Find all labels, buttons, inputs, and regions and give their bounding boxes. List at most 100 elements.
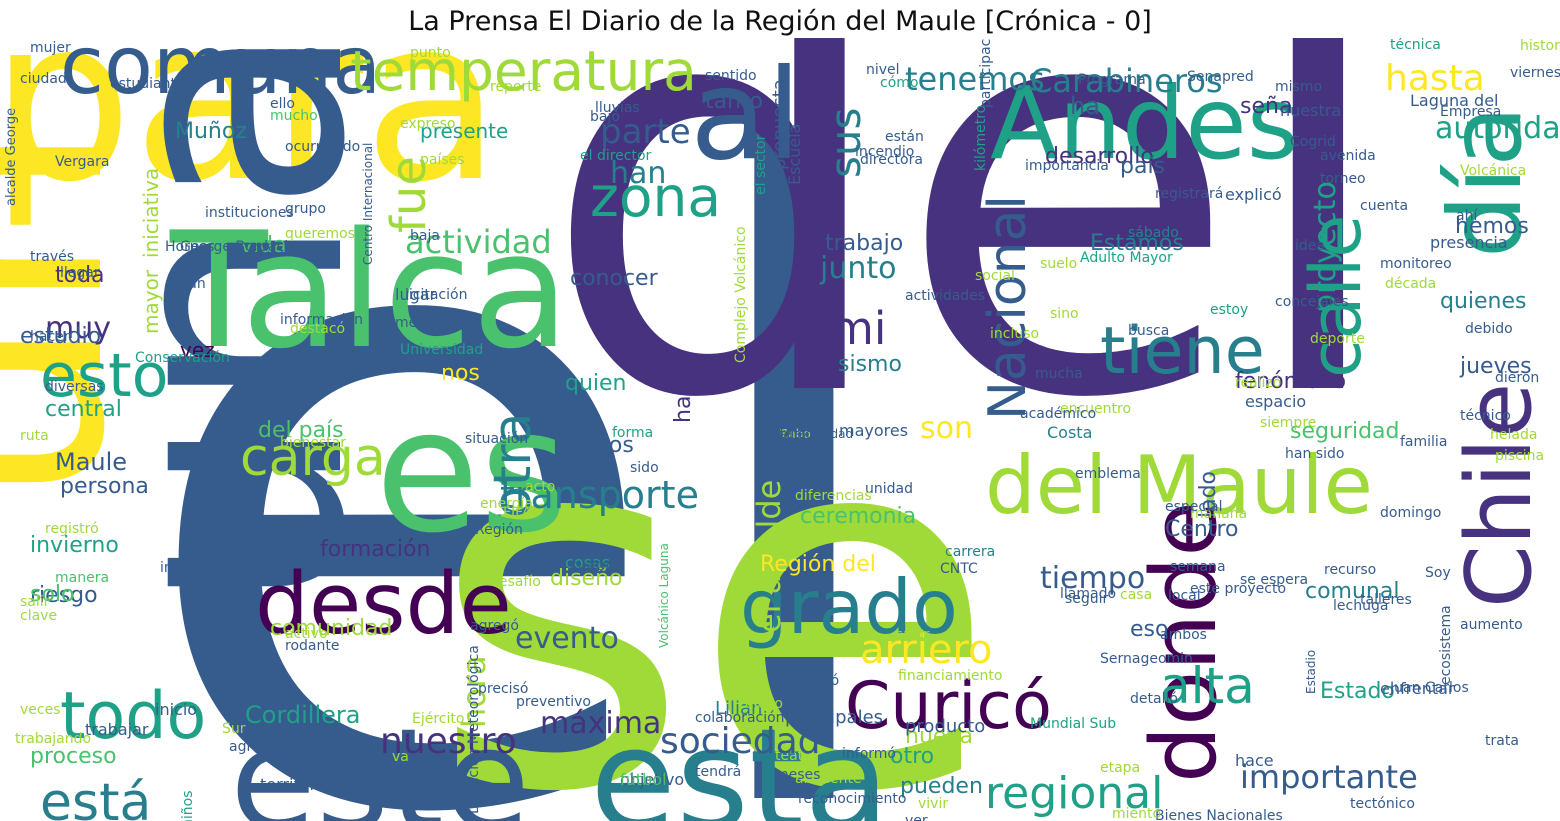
word-riesgo: riesgo [30,583,98,608]
word-helada: helada [1490,427,1537,443]
word-desafio: desafío [490,574,541,590]
word-persona: persona [60,474,149,499]
word-proceso: proceso [30,744,117,769]
word-nivel: nivel [866,62,900,78]
word-adultos-mayores: adultos mayores [775,421,908,440]
word-ver: ver [905,813,928,821]
word-jueves: jueves [1459,354,1532,379]
word-domingo: domingo [1380,505,1441,521]
word-principales: principales [785,707,883,728]
word-tenemos: tenemos [905,60,1045,98]
word-mismo: mismo [1275,79,1322,95]
word-soy: Soy [1425,565,1451,581]
word-cantidad: cantidad [780,427,832,441]
word-otro: otro [890,744,934,769]
word-del-pais: del país [258,418,344,443]
word-otra: otra [483,413,543,518]
word-estoy: estoy [1210,302,1248,318]
word-fenomeno: fenómeno [1235,369,1346,394]
word-miento: miento [1112,806,1161,821]
word-quienes: quienes [1440,289,1527,314]
word-conocer: conocer [570,266,659,291]
word-va: va [392,749,409,765]
word-sido: sido [630,460,659,476]
word-nos: nos [441,361,480,386]
word-mayor: mayor [139,269,163,334]
word-menos: menos [560,433,634,458]
word-cuatro: cuatro [570,558,615,574]
word-andes: Andes [990,65,1299,182]
word-destaco: destacó [290,321,345,337]
word-ciudad: ciudad [20,71,67,87]
word-como: cómo [880,75,918,91]
word-expreso: expreso [400,116,455,132]
word-ha: ha [1070,92,1100,120]
word-presente: presente [420,119,508,143]
word-curico: Curicó [845,669,1052,744]
word-sentido: sentido [705,68,757,84]
word-formacion: formación [320,537,430,562]
word-tiempo: tiempo [1040,561,1145,596]
word-incendio: incendio [855,144,914,160]
word-mucha: mucha [1035,366,1083,382]
word-quien: quien [565,371,627,396]
word-queremos: queremos [285,226,355,242]
word-costa: Costa [1047,423,1092,442]
word-solo: solo [30,582,75,607]
word-el-sector: el sector [753,134,769,195]
word-esta: esta [590,699,890,821]
word-informo: informó [842,746,896,762]
word-bienes-nacionales: Bienes Nacionales [1155,808,1283,821]
word-este: este [230,699,530,821]
word-hornos: Hornos [165,239,214,255]
word-financiamiento: financiamiento [898,668,1002,684]
word-agrego: agregó [470,618,519,634]
word-tectonico: tectónico [1350,796,1415,812]
word-transporte: transporte [500,473,699,517]
word-esta: está [40,773,151,821]
word-todo: todo [60,679,206,754]
word-arriero: arriero [860,627,992,673]
word-trabajar: trabajar [85,720,149,739]
word-junto: junto [819,251,896,286]
word-zona: zona [590,165,721,229]
word-recurso: recurso [1324,562,1376,578]
word-unidad: unidad [865,481,913,497]
word-seguridad: seguridad [1290,419,1399,444]
word-explico: explicó [1225,185,1282,204]
word-comuna: comuna [60,38,381,112]
word-importante: importante [1240,758,1418,796]
word-conservacion: Conservación [135,350,230,366]
word-tal: tal [780,427,795,441]
word-diferencias: diferencias [795,488,872,504]
word-parte: parte [600,112,691,152]
word-gran: gran [230,673,262,689]
word-universidad: Universidad [400,342,483,358]
word-senapred: Senapred [1187,69,1254,85]
word-vida: vida [240,233,287,258]
word-ocurre: ocurre [780,427,818,441]
word-participacion: participación [978,38,994,108]
word-actividad: actividad [405,223,552,261]
word-centro: Centro [1165,517,1239,542]
word-llegar: llegar [60,265,100,281]
word-el-director: el director [580,148,652,164]
word-informacion: información [280,312,363,328]
word-del: del [540,38,1396,521]
word-territorio: territorio [260,775,330,794]
word-plan: Plan [490,539,520,555]
word-nacional: Nacional [978,195,1038,420]
word-enfrentar: enfrentar [1380,679,1455,698]
word-desarrollo: desarrollo [1045,144,1154,169]
word-cordillera: Cordillera [245,701,360,729]
word-carga: carga [240,428,386,488]
word-trabajo: trabajo [825,231,903,256]
word-registro: registró [45,521,99,537]
word-pais: país [1120,154,1165,179]
word-fifa: FIFA [503,505,532,521]
word-vivir: vivir [918,796,948,812]
word-toda: toda [55,263,105,288]
word-teatro: teatro [775,748,817,764]
word-tendra: tendrá [695,764,741,780]
